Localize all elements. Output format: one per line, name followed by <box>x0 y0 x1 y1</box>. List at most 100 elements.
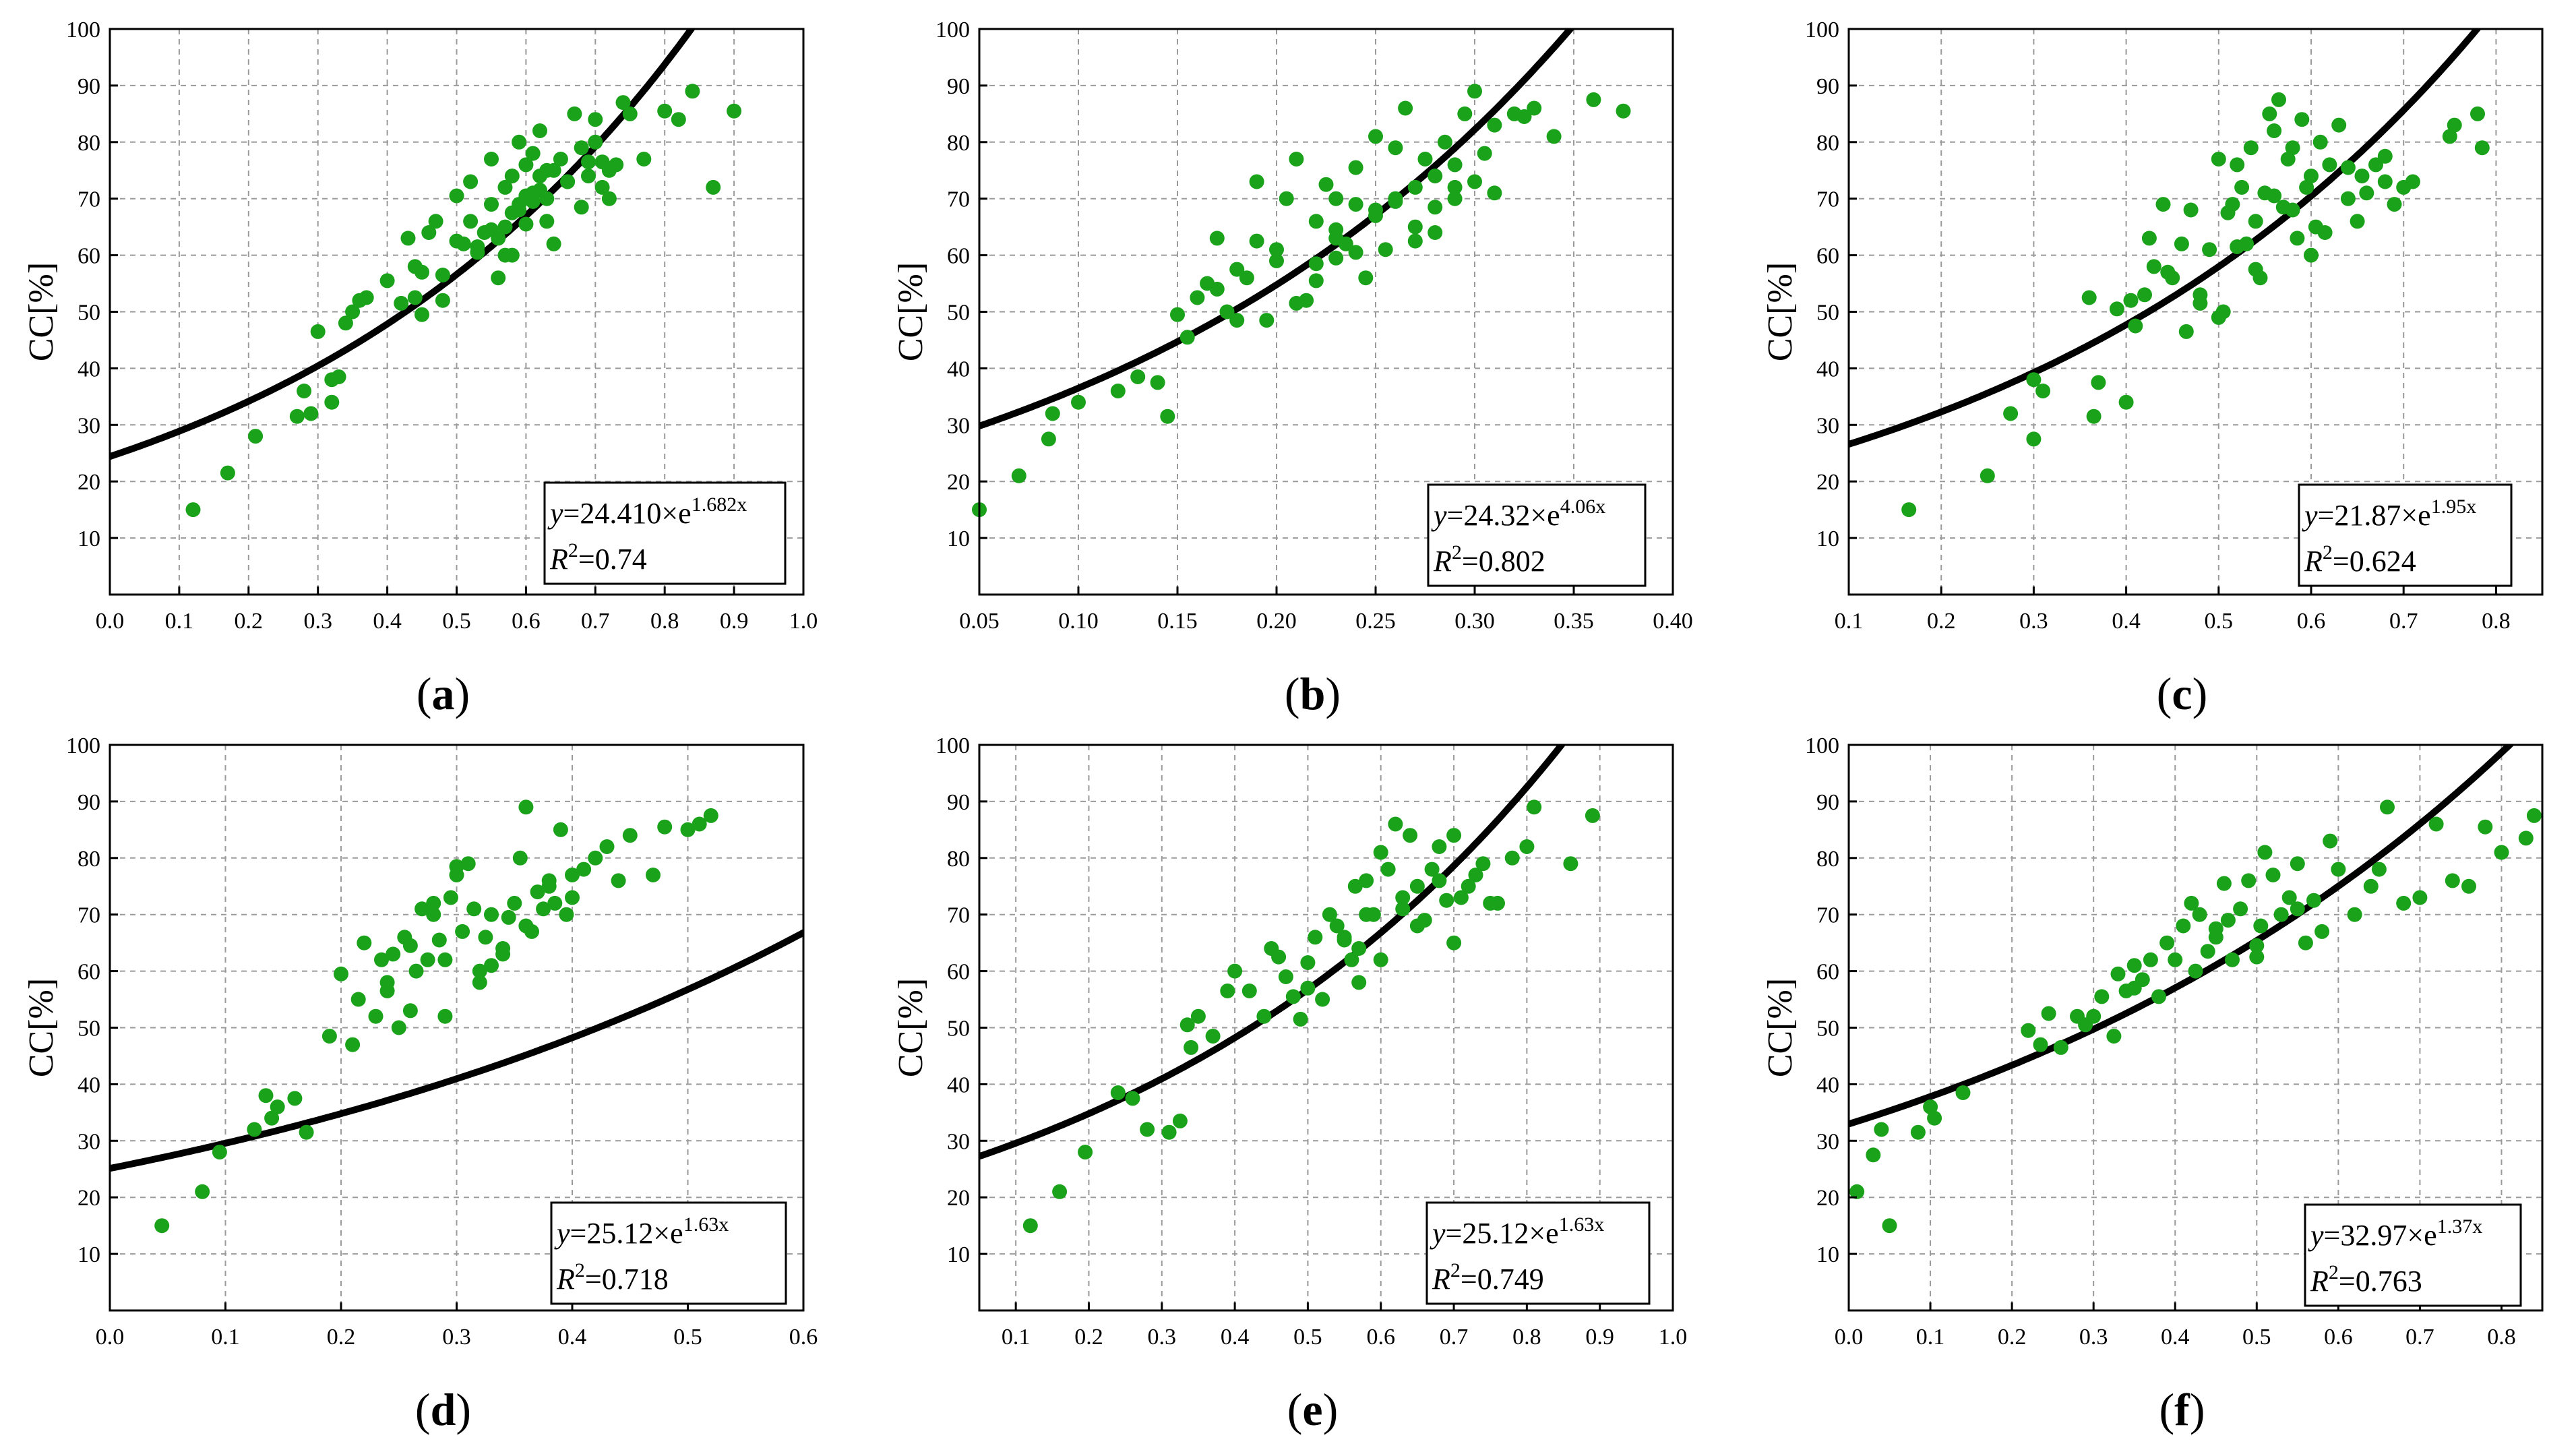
x-tick-label: 0.8 <box>1512 1325 1541 1350</box>
data-point <box>2474 140 2490 156</box>
data-point <box>2405 174 2420 189</box>
x-tick-label: 0.2 <box>1998 1325 2027 1350</box>
panel-letter: a <box>432 668 455 719</box>
data-point <box>2298 935 2313 950</box>
x-tick-label: 0.2 <box>235 609 264 634</box>
y-tick-label: 100 <box>936 733 970 758</box>
data-point <box>2314 924 2330 939</box>
data-point <box>2340 191 2356 206</box>
data-point <box>2143 952 2158 967</box>
data-point <box>484 152 499 167</box>
data-point <box>460 856 476 872</box>
y-tick-label: 60 <box>78 244 100 269</box>
data-point <box>512 850 528 866</box>
data-point <box>518 918 534 934</box>
panel-label: (a) <box>417 668 470 719</box>
x-tick-label: 0.4 <box>2112 609 2141 634</box>
data-point <box>2188 963 2203 979</box>
y-axis-label: CC[%] <box>892 262 930 361</box>
panel-letter: f <box>2174 1384 2190 1435</box>
fit-exponent: 1.95x <box>2431 495 2477 518</box>
equation-box <box>550 1201 787 1305</box>
y-tick-label: 80 <box>947 847 970 872</box>
data-point <box>247 1122 262 1137</box>
data-point <box>2340 160 2356 175</box>
data-point <box>1432 873 1447 888</box>
y-tick-label: 50 <box>78 1017 100 1041</box>
data-point <box>2126 958 2142 973</box>
y-tick-label: 80 <box>78 847 100 872</box>
x-tick-label: 0.3 <box>303 609 332 634</box>
data-point <box>443 890 458 905</box>
fit-equation: y=21.87×e1.95x <box>2302 495 2476 532</box>
data-point <box>449 233 464 249</box>
r-squared: R2=0.749 <box>1432 1259 1544 1296</box>
data-point <box>1453 890 1469 905</box>
data-point <box>1318 177 1334 192</box>
data-point <box>1447 191 1463 206</box>
y-tick-label: 60 <box>78 960 100 985</box>
data-point <box>2178 324 2194 339</box>
r-squared: R2=0.624 <box>2304 541 2416 578</box>
x-tick-label: 0.1 <box>165 609 194 634</box>
x-tick-label: 0.1 <box>1002 1325 1031 1350</box>
data-point <box>345 304 361 320</box>
panel-letter: d <box>431 1384 456 1435</box>
data-point <box>1279 191 1294 206</box>
y-tick-label: 30 <box>78 1129 100 1154</box>
data-point <box>2387 197 2402 212</box>
data-point <box>2202 242 2217 258</box>
data-point <box>532 183 547 198</box>
data-point <box>559 907 574 922</box>
data-point <box>706 179 721 195</box>
data-point <box>1184 1039 1199 1055</box>
data-point <box>2304 247 2319 263</box>
data-point <box>1395 901 1411 917</box>
data-point <box>2377 174 2393 189</box>
data-point <box>1923 1099 1938 1114</box>
data-point <box>1205 1029 1221 1044</box>
data-point <box>703 808 718 823</box>
panel-label: (b) <box>1285 668 1341 719</box>
data-point <box>2230 239 2245 254</box>
data-point <box>310 324 326 339</box>
data-point <box>2109 301 2124 317</box>
x-tick-label: 0.0 <box>96 609 125 634</box>
data-point <box>345 1037 361 1052</box>
data-point <box>2359 185 2374 201</box>
y-tick-label: 70 <box>947 187 970 212</box>
panel-label: (e) <box>1287 1384 1339 1435</box>
data-point <box>1373 952 1388 967</box>
data-point <box>1849 1184 1865 1199</box>
data-point <box>512 134 527 150</box>
y-tick-label: 90 <box>947 74 970 99</box>
data-point <box>407 290 423 305</box>
data-point <box>1348 160 1363 175</box>
x-tick-label: 0.6 <box>789 1325 818 1350</box>
data-point <box>1417 152 1433 167</box>
data-point <box>258 1088 274 1104</box>
data-point <box>2192 907 2207 922</box>
data-point <box>1468 868 1483 882</box>
data-point <box>1980 468 1995 483</box>
data-point <box>2091 375 2106 390</box>
y-tick-label: 20 <box>78 1186 100 1211</box>
data-point <box>1130 369 1146 384</box>
x-tick-label: 0.15 <box>1157 609 1198 634</box>
data-point <box>379 975 395 990</box>
data-point <box>2280 152 2296 167</box>
r-squared-value: 0.624 <box>2350 545 2416 578</box>
x-tick-label: 0.7 <box>581 609 610 634</box>
x-tick-label: 0.20 <box>1256 609 1297 634</box>
data-point <box>539 214 555 229</box>
data-point <box>2200 944 2215 959</box>
data-point <box>463 214 479 229</box>
data-point <box>1380 862 1396 877</box>
data-point <box>2041 1006 2056 1021</box>
data-point <box>428 214 443 229</box>
data-point <box>609 157 624 173</box>
data-point <box>501 909 516 925</box>
data-point <box>1161 1124 1177 1140</box>
data-point <box>2354 169 2370 184</box>
data-point <box>1337 930 1352 945</box>
